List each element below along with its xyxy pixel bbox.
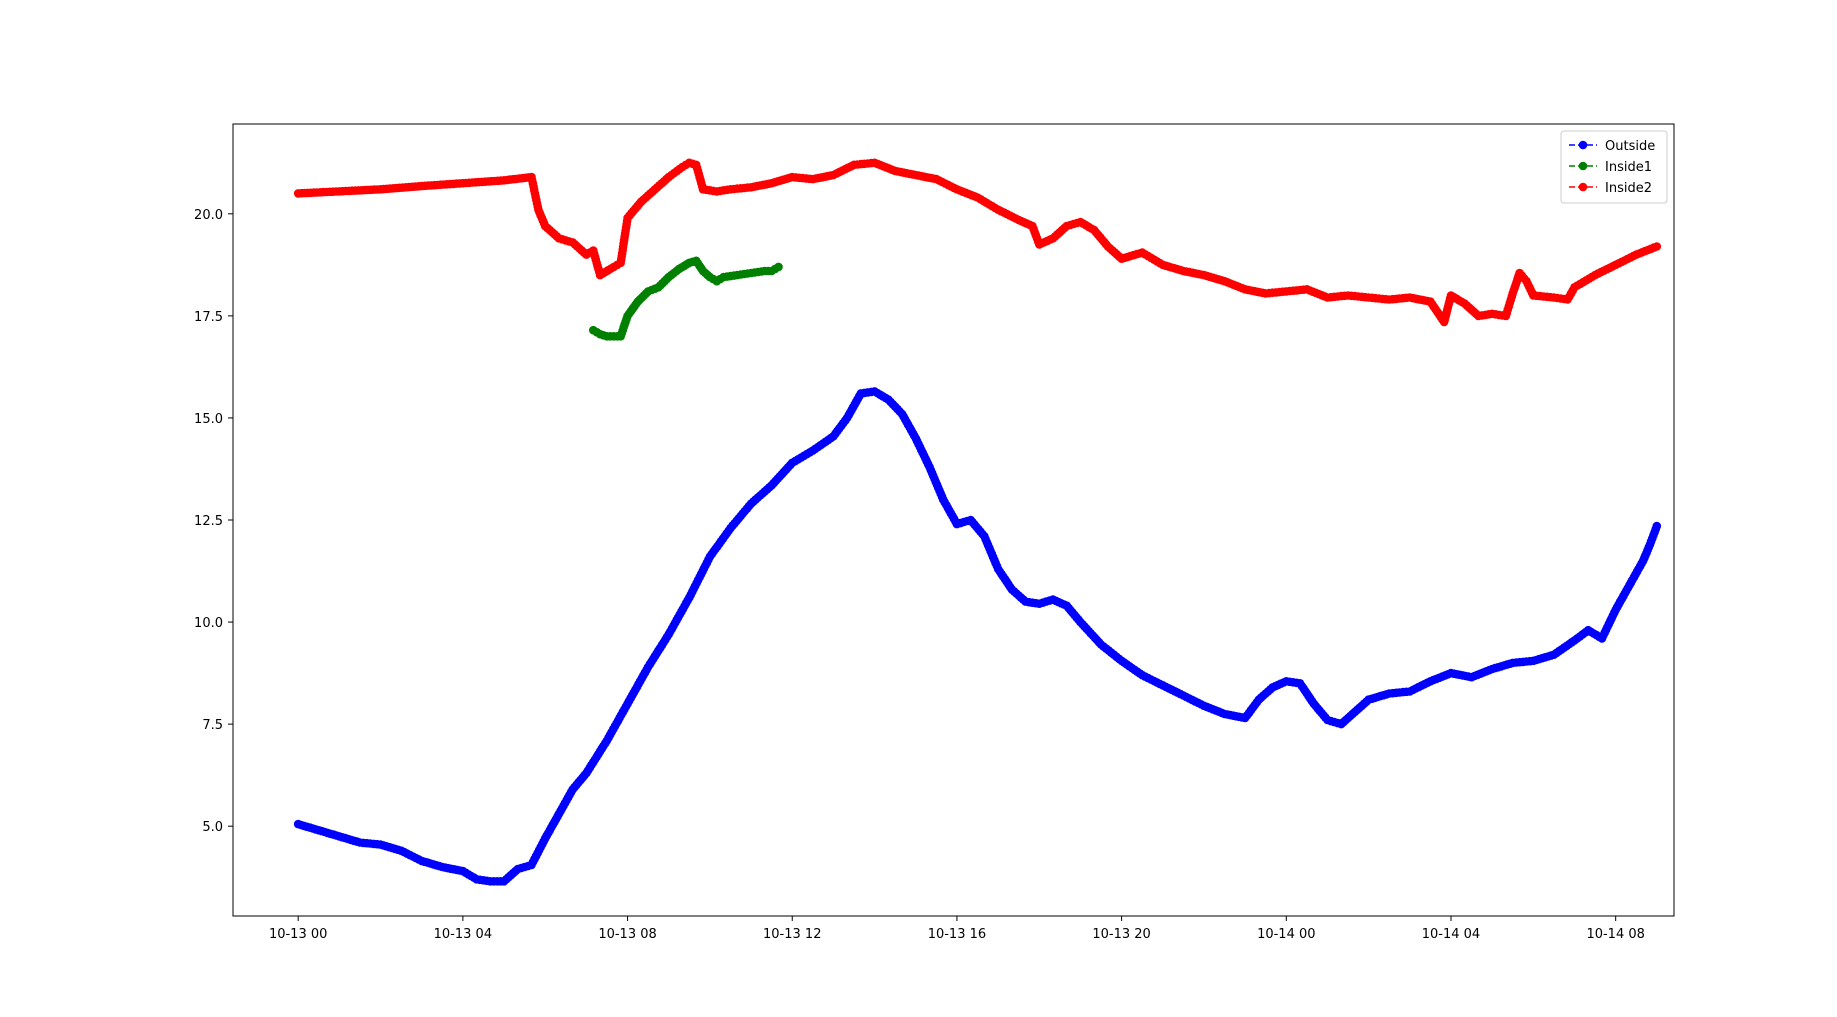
x-tick-label: 10-14 04 — [1422, 927, 1480, 942]
y-tick-label: 15.0 — [194, 412, 223, 427]
y-tick-label: 10.0 — [194, 616, 223, 631]
series-inside1 — [589, 256, 783, 341]
x-tick-label: 10-13 04 — [434, 927, 492, 942]
legend-item-inside2: Inside2 — [1569, 181, 1652, 196]
series-layer — [293, 158, 1662, 886]
data-point — [1652, 242, 1662, 251]
series-outside — [293, 387, 1662, 886]
y-tick-label: 17.5 — [194, 310, 223, 325]
series-inside2 — [293, 158, 1662, 327]
data-point — [774, 262, 783, 272]
x-tick-label: 10-13 00 — [269, 927, 327, 942]
legend-box — [1560, 130, 1668, 204]
x-tick-label: 10-13 16 — [928, 927, 986, 942]
legend-marker — [1578, 161, 1588, 171]
legend-label: Inside1 — [1605, 160, 1652, 175]
x-tick-label: 10-14 00 — [1257, 927, 1315, 942]
data-point — [1652, 521, 1662, 531]
y-tick-label: 7.5 — [202, 718, 223, 733]
x-tick-label: 10-13 12 — [763, 927, 821, 942]
legend-item-inside1: Inside1 — [1569, 160, 1652, 175]
y-tick-label: 20.0 — [194, 208, 223, 223]
x-tick-label: 10-13 20 — [1092, 927, 1150, 942]
legend-label: Inside2 — [1605, 181, 1652, 196]
x-tick-label: 10-13 08 — [598, 927, 656, 942]
legend-marker — [1578, 182, 1588, 192]
legend-item-outside: Outside — [1569, 139, 1655, 154]
legend-label: Outside — [1605, 139, 1655, 154]
legend: Outside Inside1 Inside2 — [1560, 130, 1668, 204]
y-tick-label: 12.5 — [194, 514, 223, 529]
x-axis: 10-13 00 10-13 04 10-13 08 10-13 12 10-13 16… — [269, 916, 1645, 942]
legend-marker — [1578, 140, 1588, 150]
y-tick-label: 5.0 — [202, 820, 223, 835]
x-tick-label: 10-14 08 — [1586, 927, 1644, 942]
y-axis: 5.0 7.5 10.0 12.5 15.0 17.5 20.0 — [194, 208, 233, 835]
